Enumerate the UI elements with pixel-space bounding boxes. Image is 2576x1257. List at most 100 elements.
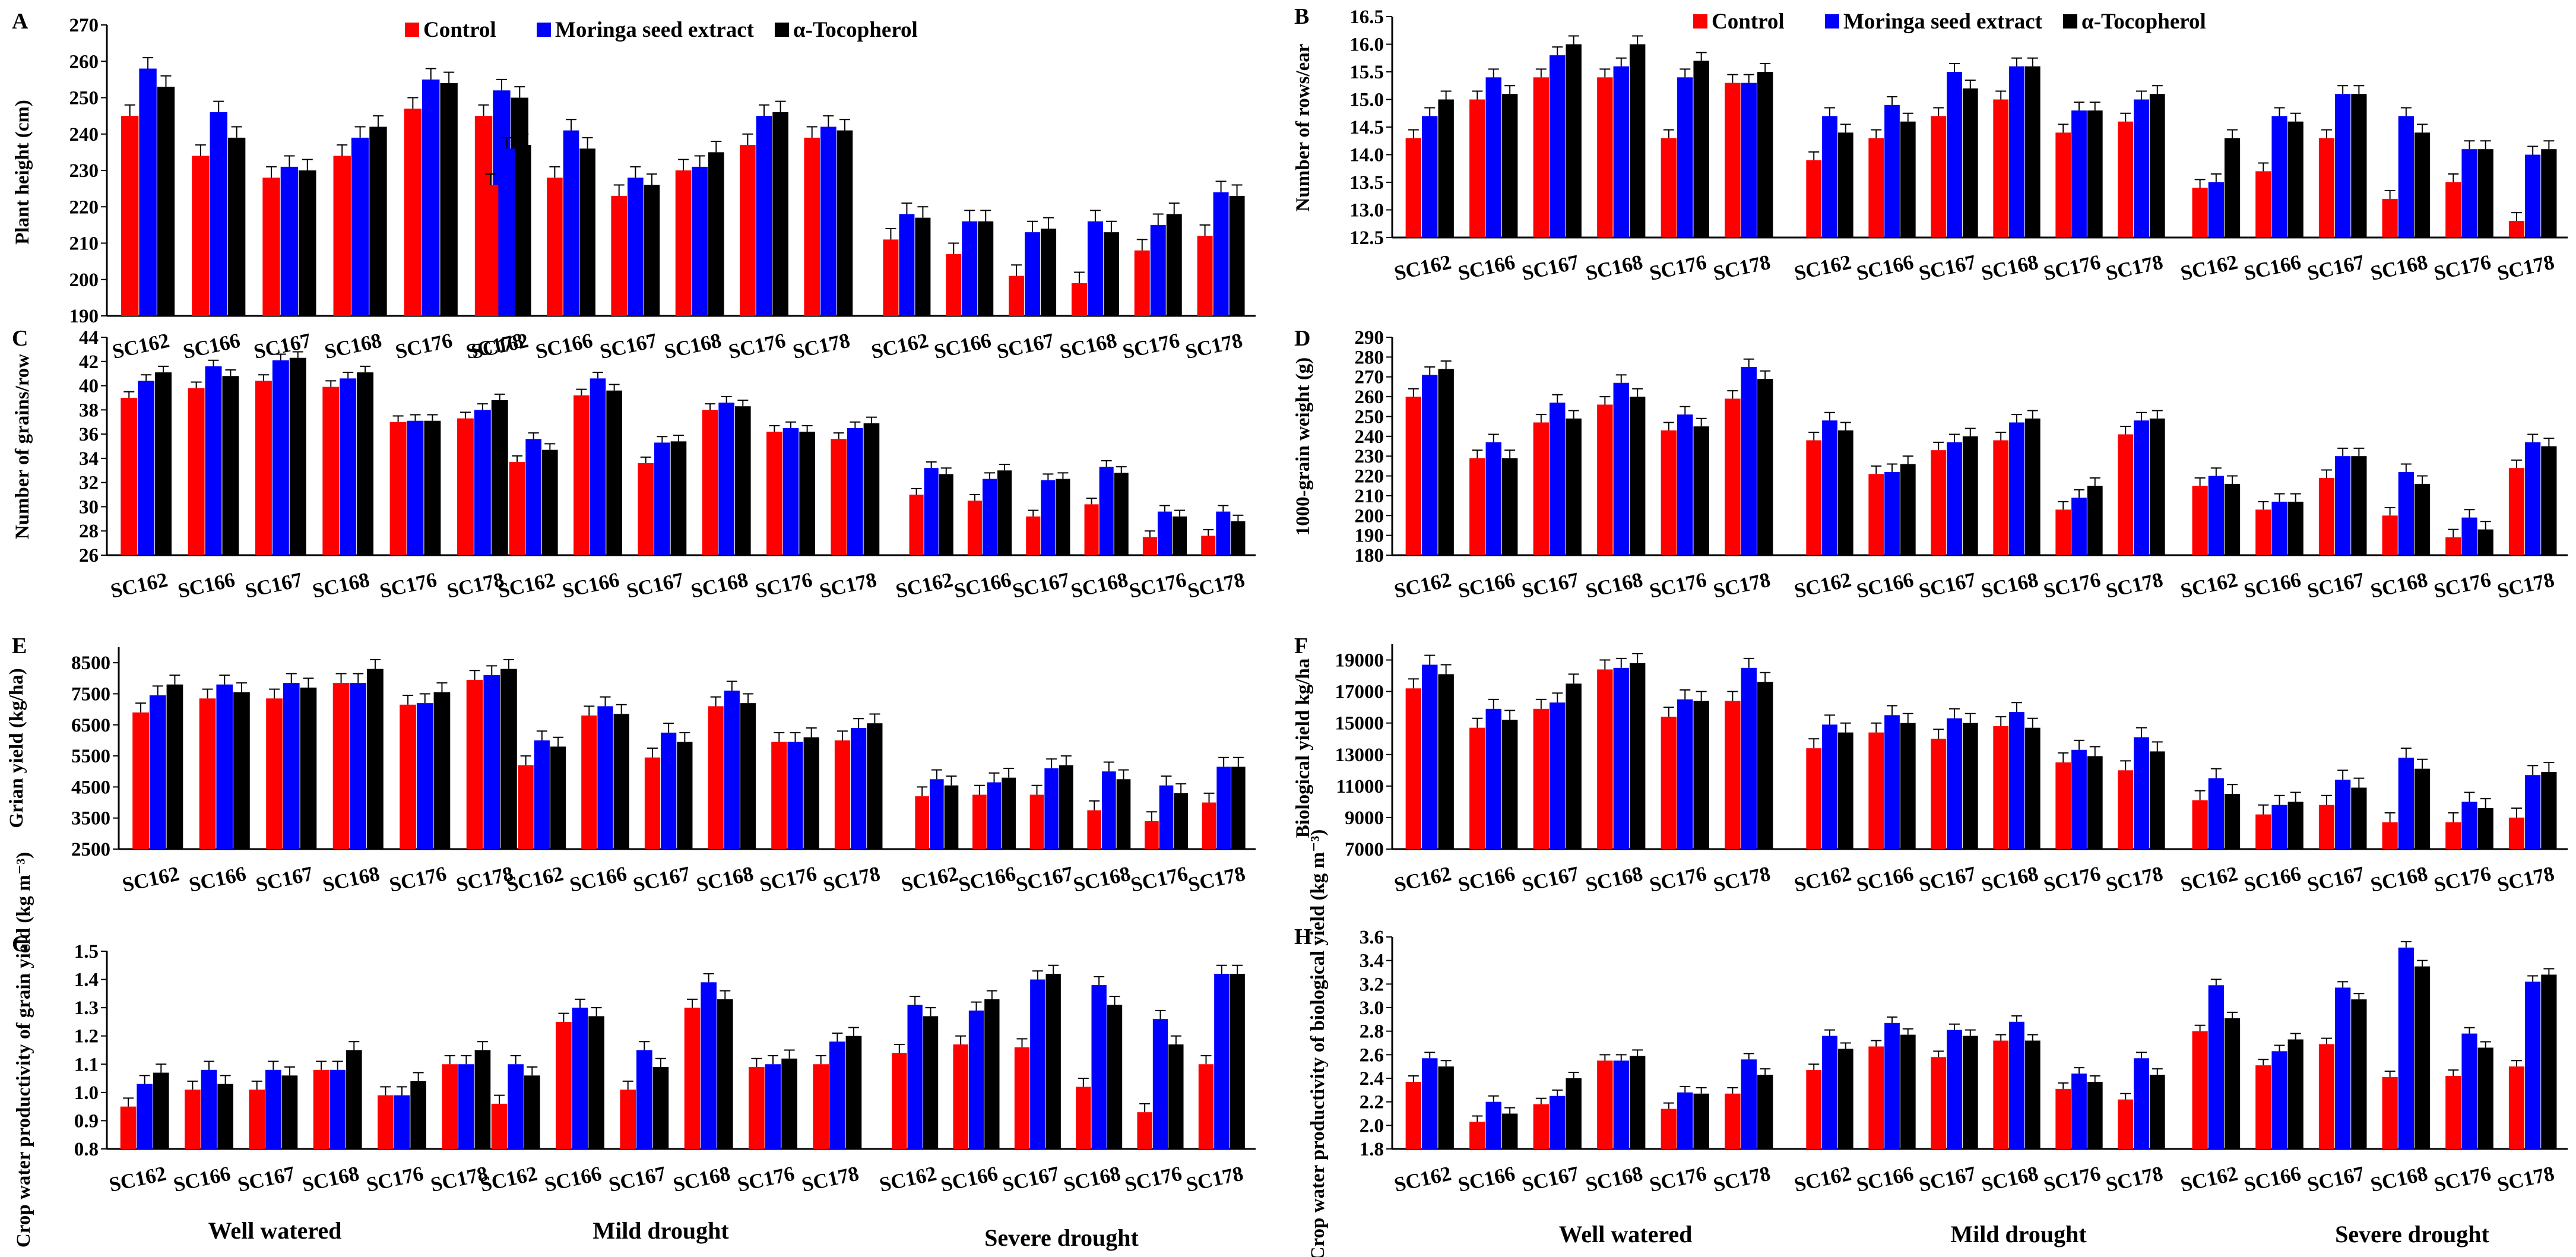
x-category-label: SC178 bbox=[1186, 862, 1247, 897]
bar-f-sc162-0 bbox=[1405, 688, 1422, 849]
bar-h-sc176-0 bbox=[2055, 1088, 2071, 1149]
panel-letter: A bbox=[12, 9, 28, 34]
bar-d-sc168-0 bbox=[1993, 440, 2009, 555]
bar-b-sc166-2 bbox=[1900, 121, 1916, 238]
bar-h-sc178-0 bbox=[2508, 1066, 2525, 1149]
x-category-label: SC168 bbox=[671, 1162, 732, 1196]
bar-e-sc167-1 bbox=[1044, 768, 1059, 849]
y-tick-label: 11000 bbox=[1336, 776, 1384, 797]
bar-f-sc167-0 bbox=[1533, 708, 1550, 849]
x-category-label: SC166 bbox=[568, 862, 629, 897]
bar-c-sc178-0 bbox=[1201, 536, 1216, 555]
x-category-label: SC162 bbox=[109, 568, 170, 603]
x-category-label: SC166 bbox=[533, 329, 594, 363]
bar-h-sc167-1 bbox=[1550, 1095, 1566, 1149]
bar-b-sc168-2 bbox=[1629, 44, 1646, 238]
y-tick-label: 36 bbox=[79, 424, 99, 445]
x-category-label: SC166 bbox=[181, 329, 242, 363]
panel-letter: H bbox=[1294, 924, 1312, 949]
y-tick-label: 12.5 bbox=[1349, 227, 1384, 249]
bar-d-sc162-0 bbox=[1806, 440, 1822, 555]
bar-a-sc167-0 bbox=[1009, 276, 1025, 316]
bar-g-sc176-2 bbox=[1168, 1044, 1184, 1149]
x-category-label: SC178 bbox=[1184, 1162, 1245, 1196]
bar-f-sc168-0 bbox=[1597, 669, 1613, 849]
bar-h-sc162-1 bbox=[2208, 985, 2224, 1149]
bar-b-sc178-2 bbox=[2541, 149, 2557, 238]
y-tick-label: 2.2 bbox=[1360, 1092, 1384, 1113]
bar-h-sc176-1 bbox=[1677, 1092, 1693, 1149]
bar-a-sc178-1 bbox=[820, 126, 837, 316]
y-tick-label: 1.5 bbox=[74, 941, 99, 962]
bar-g-sc178-2 bbox=[474, 1050, 491, 1149]
bar-b-sc168-1 bbox=[2398, 116, 2414, 238]
bar-a-sc167-2 bbox=[299, 170, 316, 316]
bar-f-sc162-0 bbox=[1806, 748, 1822, 849]
y-tick-label: 180 bbox=[1355, 545, 1384, 566]
bar-h-sc162-2 bbox=[1837, 1049, 1853, 1149]
bar-a-sc168-2 bbox=[369, 126, 387, 316]
bar-f-sc176-0 bbox=[2445, 822, 2461, 849]
bar-h-sc176-1 bbox=[2461, 1033, 2477, 1149]
bar-b-sc176-0 bbox=[1661, 138, 1677, 238]
x-category-label: SC178 bbox=[2103, 251, 2165, 285]
bar-f-sc178-2 bbox=[1757, 682, 1773, 849]
bar-e-sc178-0 bbox=[834, 740, 851, 849]
x-category-label: SC176 bbox=[2041, 1162, 2102, 1196]
y-tick-label: 30 bbox=[79, 496, 99, 518]
y-tick-label: 250 bbox=[69, 88, 99, 109]
x-category-label: SC178 bbox=[800, 1162, 861, 1196]
bar-h-sc168-2 bbox=[2024, 1040, 2040, 1149]
bar-f-sc176-2 bbox=[2087, 756, 2103, 849]
bar-f-sc168-2 bbox=[1629, 663, 1646, 849]
y-tick-label: 15000 bbox=[1335, 713, 1384, 734]
chart-panel-b: B Number of rows/ear 12.5 13.0 13.5 14.0 14.5 1… bbox=[1292, 4, 2568, 285]
bar-g-sc162-1 bbox=[508, 1064, 524, 1149]
bar-f-sc178-1 bbox=[1741, 667, 1757, 849]
bar-b-sc176-0 bbox=[2055, 132, 2071, 238]
bar-g-sc168-2 bbox=[1107, 1005, 1123, 1149]
bar-g-sc167-0 bbox=[249, 1090, 265, 1149]
bar-e-sc168-2 bbox=[1116, 779, 1131, 849]
y-tick-label: 2.4 bbox=[1360, 1068, 1384, 1090]
bar-f-sc166-2 bbox=[1501, 720, 1518, 849]
x-category-label: SC168 bbox=[1069, 568, 1130, 603]
x-category-label: SC162 bbox=[1792, 862, 1853, 897]
bar-b-sc162-2 bbox=[2224, 138, 2241, 238]
x-category-label: SC176 bbox=[2432, 251, 2493, 285]
bar-g-sc166-1 bbox=[572, 1008, 588, 1149]
bar-c-sc162-1 bbox=[525, 439, 541, 555]
x-category-label: SC166 bbox=[187, 862, 248, 897]
x-category-label: SC168 bbox=[2368, 251, 2429, 285]
x-category-label: SC167 bbox=[1520, 251, 1581, 285]
bar-h-sc168-1 bbox=[2398, 947, 2414, 1149]
y-tick-label: 3.4 bbox=[1360, 951, 1384, 972]
bar-d-sc167-2 bbox=[1566, 418, 1582, 555]
legend-swatch-moringa bbox=[537, 23, 551, 37]
bar-b-sc162-1 bbox=[1822, 116, 1837, 238]
bar-g-sc166-0 bbox=[953, 1044, 968, 1149]
bar-b-sc162-1 bbox=[1422, 116, 1438, 238]
bar-a-sc162-0 bbox=[121, 116, 139, 316]
x-category-label: SC176 bbox=[2041, 251, 2102, 285]
x-category-label: SC166 bbox=[956, 862, 1018, 897]
x-category-label: SC168 bbox=[1979, 1162, 2040, 1196]
bar-d-sc162-1 bbox=[2208, 476, 2224, 555]
x-category-label: SC176 bbox=[1123, 1162, 1184, 1196]
x-category-label: SC178 bbox=[2495, 251, 2556, 285]
bar-b-sc166-1 bbox=[1485, 77, 1501, 238]
x-category-label: SC178 bbox=[1711, 251, 1772, 285]
y-tick-label: 42 bbox=[79, 352, 99, 373]
legend-left: Control Moringa seed extract α-Tocophero… bbox=[405, 18, 918, 42]
y-tick-label: 1.3 bbox=[74, 998, 99, 1019]
y-tick-label: 3.6 bbox=[1360, 927, 1384, 948]
bar-f-sc167-0 bbox=[2318, 805, 2335, 849]
bar-c-sc168-0 bbox=[702, 410, 718, 555]
panel-letter: G bbox=[12, 932, 30, 957]
y-axis-title: Number of rows/ear bbox=[1292, 44, 1314, 212]
x-category-label: SC167 bbox=[625, 568, 686, 603]
bar-b-sc168-1 bbox=[1613, 66, 1629, 238]
bar-a-sc166-0 bbox=[946, 254, 962, 316]
bar-g-sc176-2 bbox=[781, 1058, 797, 1149]
